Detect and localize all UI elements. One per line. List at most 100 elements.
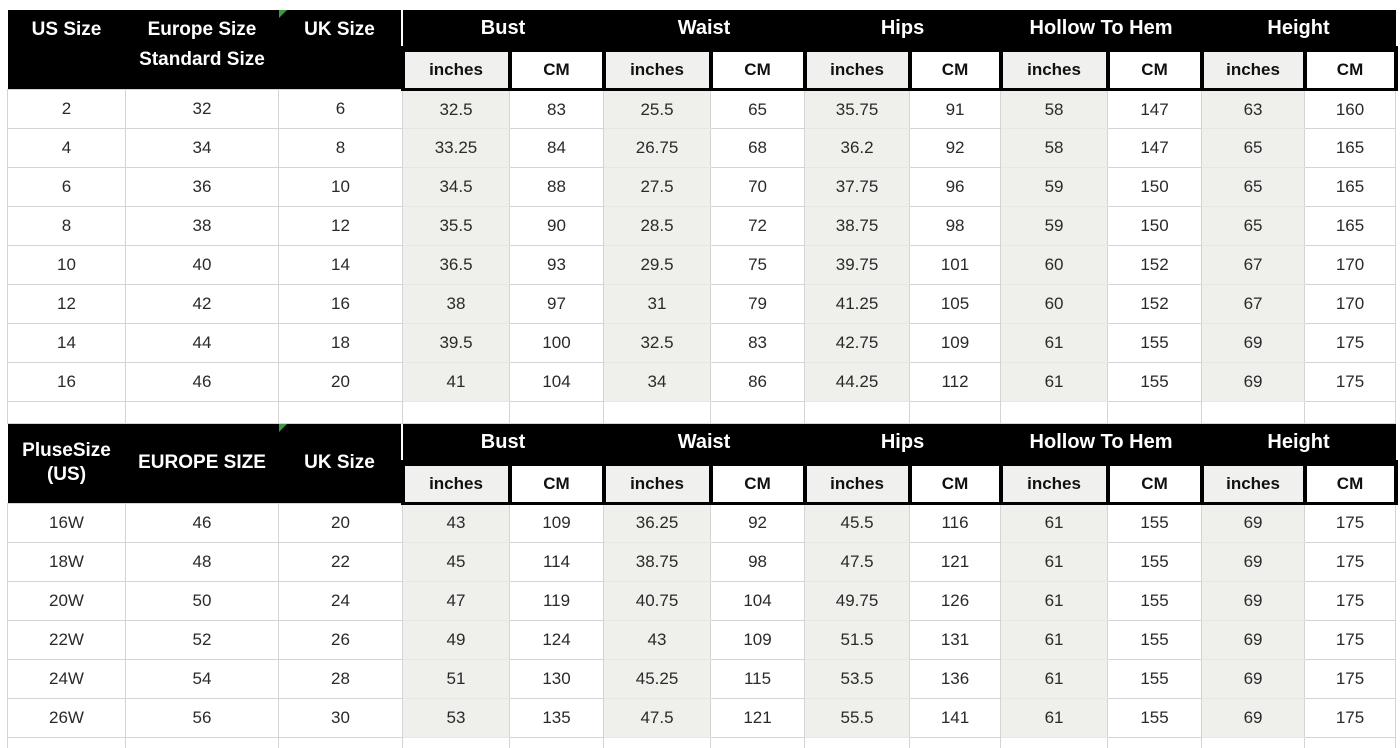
table-cell: 175: [1304, 362, 1397, 402]
header-group-hips: Hips: [804, 10, 1001, 50]
spacer-cell: [402, 401, 510, 424]
table-cell: 45.5: [804, 502, 910, 543]
table-cell: 98: [909, 206, 1002, 246]
table-cell: 33.25: [402, 128, 510, 168]
header-group-height: Height: [1201, 424, 1396, 463]
subheader-bust-cm: CM: [507, 460, 606, 505]
subheader-hips-cm: CM: [907, 46, 1003, 92]
table-row: 24W 54 28 51 130 45.25 115 53.5 136 61 155 69 175: [7, 658, 1397, 699]
table-cell: 61: [1000, 502, 1108, 543]
table-cell: 16: [278, 284, 403, 324]
table-cell: 37.75: [804, 167, 910, 207]
table-cell: 20: [278, 502, 403, 543]
table-cell: 59: [1000, 167, 1108, 207]
table-cell: 165: [1304, 206, 1397, 246]
table-cell: 63: [1201, 89, 1305, 129]
table-cell: 69: [1201, 697, 1305, 738]
spacer-cell: [909, 401, 1002, 424]
table-cell: 175: [1304, 580, 1397, 621]
subheader-height-cm: CM: [1302, 460, 1398, 505]
table-cell: 25.5: [603, 89, 711, 129]
subheader-height-inches: inches: [1199, 460, 1307, 505]
header-group-hollow-to-hem: Hollow To Hem: [1000, 10, 1202, 50]
header-group-waist: Waist: [603, 424, 805, 463]
header-line: [279, 49, 401, 89]
table-cell: 93: [508, 245, 605, 285]
table-cell: 170: [1304, 284, 1397, 324]
subheader-bust-inches: inches: [400, 46, 512, 92]
table-cell: 24: [278, 580, 403, 621]
table-cell: 28: [278, 658, 403, 699]
table-cell: 119: [508, 580, 605, 621]
table-cell: 35.75: [804, 89, 910, 129]
header-group-waist: Waist: [603, 10, 805, 50]
subheader-hips-inches: inches: [802, 460, 912, 505]
table-cell: 30: [278, 697, 403, 738]
subheader-hips-inches: inches: [802, 46, 912, 92]
table-cell: 39.75: [804, 245, 910, 285]
spacer-cell: [1000, 401, 1109, 424]
table-cell: 20: [278, 362, 403, 402]
table-cell: 8: [7, 206, 126, 246]
table-cell: 45: [402, 541, 510, 582]
spacer-cell: [125, 401, 279, 424]
table-cell: 38.75: [603, 541, 711, 582]
table-cell: 2: [7, 89, 126, 129]
table-cell: 58: [1000, 128, 1108, 168]
table-cell: 47: [402, 580, 510, 621]
table-cell: 83: [508, 89, 605, 129]
table-cell: 170: [1304, 245, 1397, 285]
table-cell: 16W: [7, 502, 126, 543]
header-group-bust: Bust: [402, 424, 604, 463]
table-cell: 135: [508, 697, 605, 738]
header-group-hips: Hips: [804, 424, 1001, 463]
table-row: 22W 52 26 49 124 43 109 51.5 131 61 155 69 175: [7, 619, 1397, 660]
table-cell: 34: [603, 362, 711, 402]
table-cell: 165: [1304, 128, 1397, 168]
subheader-hollow-inches: inches: [998, 460, 1110, 505]
table-cell: 36.25: [603, 502, 711, 543]
header-uk-size: UK Size: [278, 424, 403, 503]
table-cell: 4: [7, 128, 126, 168]
spacer-cell: [7, 401, 126, 424]
table-cell: 175: [1304, 658, 1397, 699]
table-cell: 88: [508, 167, 605, 207]
header-plus-size-us: PluseSize (US): [7, 424, 126, 503]
table-cell: 98: [710, 541, 806, 582]
table-cell: 155: [1107, 619, 1203, 660]
table-cell: 175: [1304, 619, 1397, 660]
table-row: 8 38 12 35.5 90 28.5 72 38.75 98 59 150 65 165: [7, 206, 1397, 246]
table-cell: 47.5: [804, 541, 910, 582]
table-cell: 18: [278, 323, 403, 363]
table-row: 4 34 8 33.25 84 26.75 68 36.2 92 58 147 65 165: [7, 128, 1397, 168]
table-cell: 65: [1201, 128, 1305, 168]
table-cell: 75: [710, 245, 806, 285]
header-europe-size: EUROPE SIZE: [125, 424, 279, 503]
table-cell: 40: [125, 245, 279, 285]
table-row: 16 46 20 41 104 34 86 44.25 112 61 155 69 175: [7, 362, 1397, 402]
spacer-cell: [7, 736, 126, 748]
table-cell: 39.5: [402, 323, 510, 363]
spacer-cell: [603, 401, 712, 424]
table-cell: 54: [125, 658, 279, 699]
table-row: 14 44 18 39.5 100 32.5 83 42.75 109 61 155 69 175: [7, 323, 1397, 363]
subheader-hollow-inches: inches: [998, 46, 1110, 92]
table-cell: 49.75: [804, 580, 910, 621]
table-cell: 67: [1201, 284, 1305, 324]
table-cell: 141: [909, 697, 1002, 738]
table-cell: 51: [402, 658, 510, 699]
table-row: 18W 48 22 45 114 38.75 98 47.5 121 61 155 69 175: [7, 541, 1397, 582]
header-line: (US): [46, 464, 87, 486]
table-cell: 6: [7, 167, 126, 207]
table-row: 16W 46 20 43 109 36.25 92 45.5 116 61 155 69 175: [7, 502, 1397, 543]
table-row: 10 40 14 36.5 93 29.5 75 39.75 101 60 152 67 170: [7, 245, 1397, 285]
table-cell: 83: [710, 323, 806, 363]
table-cell: 60: [1000, 245, 1108, 285]
header-line: [8, 49, 126, 89]
subheader-hollow-cm: CM: [1105, 46, 1204, 92]
spacer-cell: [508, 736, 605, 748]
spacer-cell: [125, 736, 279, 748]
spacer-cell: [909, 736, 1002, 748]
spacer-cell: [710, 736, 806, 748]
header-line: Europe Size: [147, 18, 257, 40]
